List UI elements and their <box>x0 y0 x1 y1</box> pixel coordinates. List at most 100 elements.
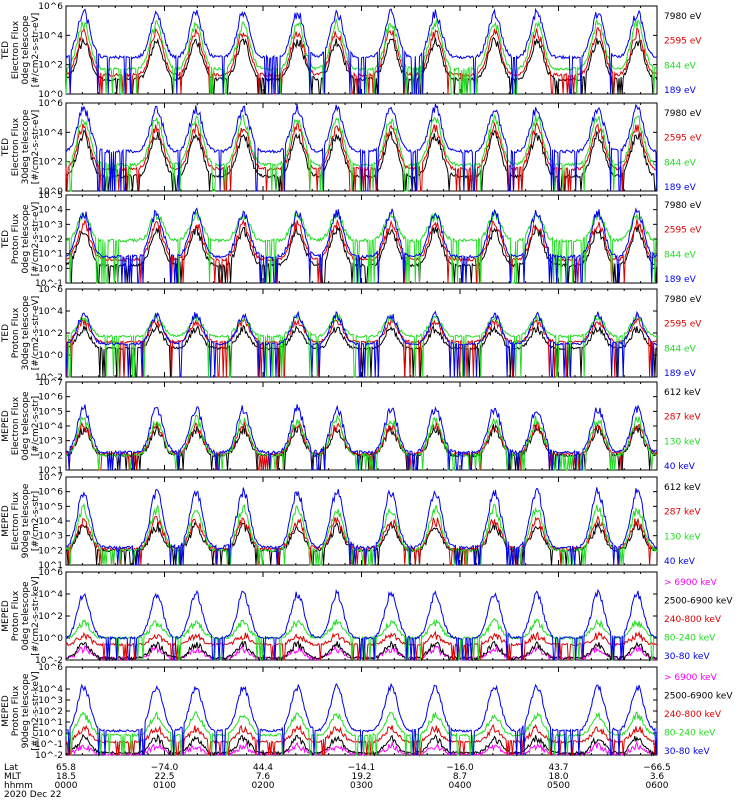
legend-entry: 189 eV <box>664 369 697 379</box>
legend-entry: 844 eV <box>664 61 697 71</box>
y-tick-label: 10^2 <box>38 707 63 717</box>
legend-entry: 2595 eV <box>664 37 702 47</box>
x-row-label: hhmm <box>4 781 33 791</box>
y-axis-label-line: Proton Flux <box>11 590 21 641</box>
y-tick-label: 10^6 <box>38 285 63 295</box>
y-axis-label-line: 0deg telescope <box>21 391 31 461</box>
legend-entry: 240-800 keV <box>664 615 722 625</box>
y-tick-label: 10^-1 <box>35 740 63 750</box>
y-tick-label: 10^4 <box>38 685 63 695</box>
y-tick-label: 10^3 <box>38 220 63 230</box>
y-axis-label-line: 0deg telescope <box>21 15 31 85</box>
y-axis-label-line: MEPED <box>1 695 11 727</box>
legend-entry: 240-800 keV <box>664 710 722 720</box>
x-tick-label: 43.7 <box>548 763 568 773</box>
x-tick-label: 22.5 <box>154 772 174 782</box>
series-line-1 <box>65 422 658 471</box>
y-axis-label-line: 90deg telescope <box>21 483 31 558</box>
y-tick-label: 10^2 <box>38 235 63 245</box>
y-tick-label: 10^4 <box>38 590 63 600</box>
x-tick-label: 0300 <box>350 781 373 791</box>
y-axis-label-line: Proton Flux <box>11 213 21 264</box>
y-tick-label: 10^6 <box>38 568 63 578</box>
x-tick-label: 44.4 <box>253 763 273 773</box>
legend-entry: 189 eV <box>664 275 697 285</box>
y-axis-label-line: [#/cm2-s-str-eV] <box>31 202 41 277</box>
legend-entry: 130 keV <box>664 437 701 447</box>
y-axis-label: TEDElectron Flux30deg telescope[#/cm2-s-… <box>1 109 41 184</box>
y-tick-label: 10^2 <box>38 61 63 71</box>
y-tick-label: 10^1 <box>38 561 63 571</box>
series-line-4 <box>65 7 658 95</box>
panel-frame <box>65 288 658 378</box>
series-line-4 <box>65 404 658 471</box>
y-axis-label-line: TED <box>1 138 11 157</box>
y-tick-label: 10^1 <box>38 718 63 728</box>
x-tick-label: 8.7 <box>453 772 467 782</box>
y-tick-label: 10^3 <box>38 696 63 706</box>
series-line-2 <box>65 26 658 95</box>
x-tick-label: −74.0 <box>151 763 179 773</box>
y-axis-label-line: TED <box>1 41 11 60</box>
legend-entry: 7980 eV <box>664 12 702 22</box>
y-tick-label: 10^4 <box>38 31 63 41</box>
y-axis-label-line: MEPED <box>1 600 11 632</box>
y-axis-label-line: 90deg telescope <box>21 673 31 748</box>
series-line-5 <box>65 682 658 756</box>
legend-entry: 80-240 keV <box>664 729 716 739</box>
series-line-3 <box>65 209 658 284</box>
y-tick-label: 10^6 <box>38 393 63 403</box>
series-line-3 <box>65 312 658 378</box>
x-tick-label: 0400 <box>449 781 472 791</box>
y-axis-label-line: MEPED <box>1 505 11 537</box>
panel-4: 10^6 10^4 10^2 10^0 10^-2 TEDProton Flux30deg… <box>1 285 702 383</box>
y-axis-label-line: [#/cm2-s-str-keV] <box>31 671 41 750</box>
legend-entry: 612 keV <box>664 483 701 493</box>
legend-entry: 2595 eV <box>664 320 702 330</box>
y-tick-label: 10^2 <box>38 546 63 556</box>
legend-entry: 7980 eV <box>664 295 702 305</box>
legend-entry: 287 keV <box>664 413 701 423</box>
y-axis-label-line: TED <box>1 324 11 343</box>
panel-1: 10^6 10^4 10^2 10^0 TEDElectron Flux0deg tel… <box>1 2 702 100</box>
y-axis-label-line: [#/cm2-s-str-keV] <box>31 576 41 655</box>
y-tick-label: 10^3 <box>38 532 63 542</box>
y-tick-label: 10^2 <box>38 329 63 339</box>
x-tick-label: −16.0 <box>446 763 474 773</box>
date-label: 2020 Dec 22 <box>4 790 62 800</box>
y-tick-label: 10^6 <box>38 99 63 109</box>
y-axis-label-line: Electron Flux <box>11 491 21 550</box>
y-tick-label: 10^2 <box>38 451 63 461</box>
x-tick-label: 0500 <box>547 781 570 791</box>
y-axis-label: TEDProton Flux30deg telescope[#/cm2-s-st… <box>1 295 41 370</box>
y-tick-label: 10^5 <box>38 502 63 512</box>
series-line-4 <box>65 103 658 192</box>
x-tick-label: 18.5 <box>56 772 76 782</box>
y-tick-label: 10^0 <box>38 264 63 274</box>
y-tick-label: 10^2 <box>38 158 63 168</box>
y-axis-label-line: Proton Flux <box>11 307 21 358</box>
x-tick-label: 0200 <box>252 781 275 791</box>
y-tick-label: 10^6 <box>38 488 63 498</box>
panel-5: 10^7 10^6 10^5 10^4 10^3 10^2 10^1 MEPEDElectro… <box>1 378 701 476</box>
legend-entry: 30-80 keV <box>664 652 710 662</box>
series-line-4 <box>65 310 658 378</box>
y-axis-label-line: [#/cm2-s-str-eV] <box>31 13 41 88</box>
y-tick-label: 10^0 <box>38 729 63 739</box>
y-tick-label: 10^5 <box>38 191 63 201</box>
y-tick-label: 10^7 <box>38 473 63 483</box>
y-tick-label: 10^3 <box>38 437 63 447</box>
x-tick-label: 7.6 <box>256 772 271 782</box>
y-tick-label: 10^4 <box>38 128 63 138</box>
y-axis-label-line: 30deg telescope <box>21 109 31 184</box>
legend-entry: 40 keV <box>664 557 696 567</box>
x-row-label: Lat <box>4 763 19 773</box>
series-line-3 <box>65 502 658 566</box>
legend-entry: 2500-6900 keV <box>664 597 733 607</box>
y-tick-label: 10^4 <box>38 422 63 432</box>
legend-entry: 40 keV <box>664 462 696 472</box>
y-tick-label: 10^1 <box>38 466 63 476</box>
y-axis-label-line: 0deg telescope <box>21 204 31 274</box>
